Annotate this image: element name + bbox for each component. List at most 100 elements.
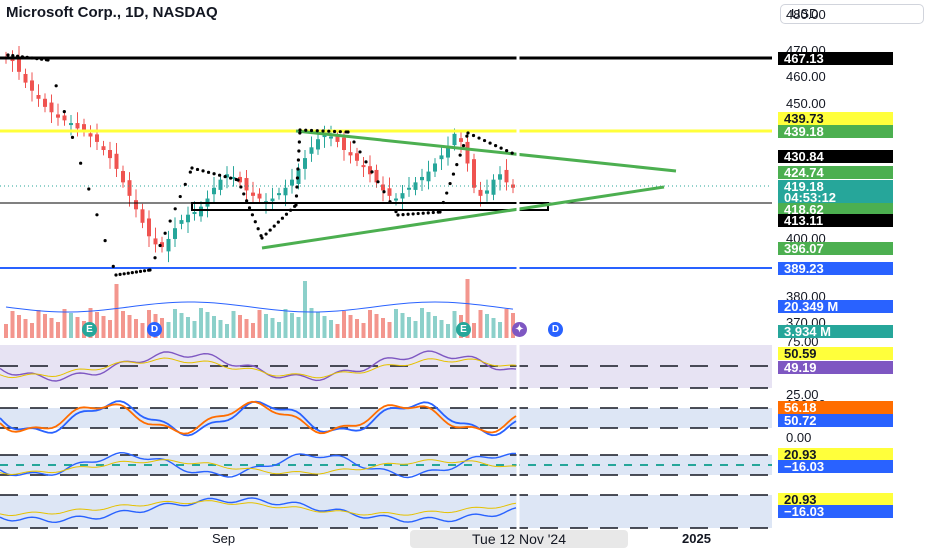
candle-body [400,193,405,199]
sar-dot [441,200,445,205]
sar-dot [358,150,362,154]
candle-body [173,228,177,239]
volume-bar [478,310,483,338]
sar-dot [190,166,194,170]
volume-bar [465,279,470,338]
price-label: 50.72 [778,414,893,427]
sar-dot [168,219,172,223]
sar-dot [188,170,192,174]
price-label: 439.18 [778,125,893,138]
sar-dot [396,213,400,217]
sar-dot [465,134,469,138]
price-scale-tick: 380.00 [786,289,826,304]
candle-body [238,176,242,183]
candle-body [147,218,151,237]
sar-dot [482,138,487,143]
earnings-event-icon[interactable]: E [82,322,97,337]
volume-bar [361,323,366,338]
indicator-band-0 [0,345,772,388]
volume-bar [433,316,437,338]
indicator-band-1 [0,408,772,428]
candle-body [296,168,301,184]
sar-dot [438,210,442,214]
volume-bar [199,308,203,338]
sar-dot [153,256,157,260]
volume-bar [368,310,372,338]
candle-body [283,187,288,196]
volume-bar [342,311,346,338]
earnings-event-icon[interactable]: E [456,322,471,337]
sar-dot [245,199,249,203]
sar-dot [130,271,134,275]
candle-body [36,95,41,99]
candle-body [225,174,229,178]
candle-body [192,212,197,215]
volume-bar [192,321,197,338]
volume-bar [452,311,457,338]
sar-dot [416,211,420,216]
currency-selector[interactable]: USD [780,4,924,24]
event-icon[interactable]: ✦ [512,322,527,337]
dividend-event-icon[interactable]: D [147,322,162,337]
volume-bar [173,309,177,338]
sar-dot [332,129,337,134]
sar-dot [20,55,24,59]
sar-dot [448,181,452,186]
volume-bar [43,314,47,338]
sar-dot [114,273,118,277]
candle-body [101,146,106,151]
volume-bar [212,316,216,338]
volume-bar [498,322,502,338]
sar-dot [466,131,470,135]
price-label: −16.03 [778,460,893,473]
sar-dot [16,54,20,58]
candle-body [114,153,119,169]
volume-bar [283,309,288,338]
price-scale-tick: 460.00 [786,69,826,84]
sar-dot [206,170,211,174]
sar-dot [87,187,91,191]
stoch-d-line [0,400,517,435]
dividend-event-icon[interactable]: D [548,322,563,337]
candle-body [257,193,262,199]
sar-dot [510,151,514,155]
sar-dot [178,194,182,199]
sar-dot [471,133,476,138]
price-label: 20.349 M [778,300,893,313]
candle-body [491,179,496,195]
sar-dot [294,203,298,207]
sar-dot [411,212,415,216]
volume-bar [290,313,294,338]
volume-bar [134,319,138,338]
volume-bar [303,281,307,338]
sar-dot [394,210,398,214]
sar-dot [458,153,462,157]
sar-dot [126,271,130,275]
sar-dot [445,191,449,195]
candle-body [420,176,424,181]
price-label: 56.18 [778,401,893,414]
candle-body [134,200,138,210]
candle-body [374,169,379,183]
candle-body [186,214,190,223]
volume-bar [23,319,28,338]
volume-bar [160,318,164,338]
volume-bar [472,323,476,338]
sar-dot [376,180,380,184]
price-label: 413.11 [778,214,893,227]
volume-bar [114,284,119,338]
volume-bar [426,312,431,338]
candle-body [316,139,320,150]
sar-dot [122,272,126,276]
volume-bar [439,320,444,338]
sar-dot [212,172,216,176]
candle-body [348,152,353,156]
candle-body [361,165,366,168]
price-label: 04:53:12 [778,191,893,204]
sar-dot [352,140,356,144]
candle-body [82,124,86,132]
sar-dot [148,268,152,272]
price-scale-tick: 480.00 [786,7,826,22]
price-label: 389.23 [778,262,893,275]
sar-dot [195,167,200,172]
